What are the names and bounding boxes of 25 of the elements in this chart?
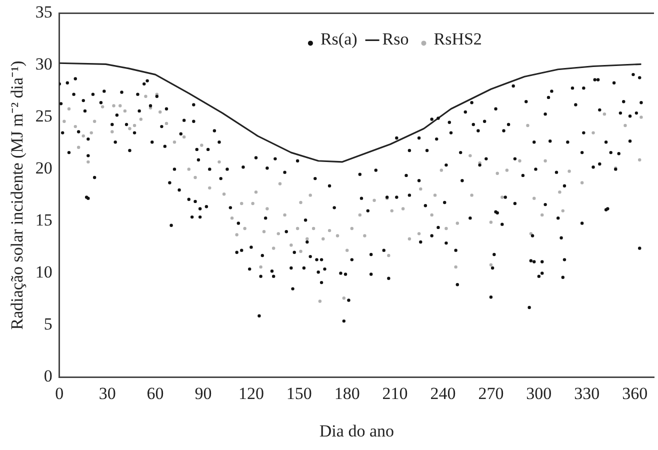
x-axis-title: Dia do ano — [319, 421, 394, 440]
x-tick-label: 330 — [574, 384, 600, 403]
legend-label: RsHS2 — [434, 30, 482, 49]
x-tick-label: 300 — [526, 384, 552, 403]
x-tick-label: 120 — [238, 384, 264, 403]
x-tick-label: 90 — [194, 384, 212, 403]
legend-label: Rs(a) — [320, 30, 358, 49]
y-tick-label: 10 — [35, 262, 52, 282]
y-axis-title: Radiação solar incidente (MJ m⁻² dia⁻¹) — [8, 60, 27, 330]
y-tick-label: 15 — [35, 210, 52, 230]
legend-label: Rso — [382, 30, 409, 49]
x-tick-label: 210 — [382, 384, 408, 403]
x-tick-label: 240 — [430, 384, 456, 403]
y-tick-label: 35 — [35, 2, 52, 22]
x-tick-label: 270 — [478, 384, 504, 403]
x-tick-label: 150 — [286, 384, 312, 403]
x-tick-label: 60 — [146, 384, 164, 403]
y-tick-label: 0 — [44, 366, 52, 386]
x-tick-label: 30 — [98, 384, 116, 403]
y-tick-label: 5 — [44, 314, 52, 334]
y-tick-label: 20 — [35, 158, 52, 178]
x-tick-label: 360 — [622, 384, 648, 403]
y-tick-label: 25 — [35, 106, 52, 126]
x-tick-label: 180 — [334, 384, 360, 403]
y-tick-label: 30 — [35, 54, 52, 74]
